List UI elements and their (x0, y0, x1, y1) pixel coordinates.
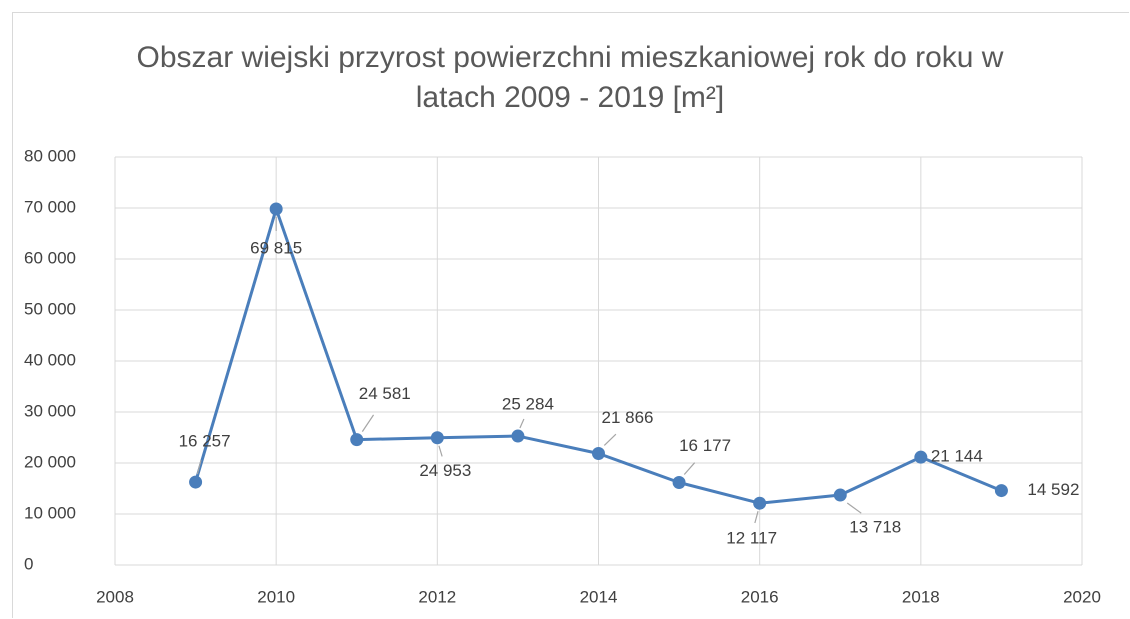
data-label: 21 144 (931, 447, 983, 466)
data-point (511, 429, 525, 443)
leader-line (519, 418, 525, 429)
y-tick-label: 50 000 (24, 299, 76, 318)
y-tick-label: 80 000 (24, 146, 76, 165)
y-tick-label: 40 000 (24, 350, 76, 369)
data-label: 12 117 (726, 529, 777, 548)
data-label: 13 718 (849, 518, 901, 537)
x-tick-label: 2010 (257, 587, 295, 606)
data-point (350, 433, 364, 447)
data-label: 16 177 (679, 436, 731, 455)
data-label: 16 257 (179, 432, 231, 451)
x-tick-label: 2008 (96, 587, 134, 606)
x-tick-label: 2014 (580, 587, 618, 606)
y-tick-label: 30 000 (24, 401, 76, 420)
data-point (753, 496, 767, 510)
y-tick-label: 70 000 (24, 197, 76, 216)
data-point (672, 475, 686, 489)
leader-line (438, 445, 443, 457)
y-tick-label: 10 000 (24, 503, 76, 522)
leader-line (683, 462, 696, 475)
x-tick-label: 2016 (741, 587, 779, 606)
y-tick-label: 0 (24, 554, 33, 573)
y-tick-label: 60 000 (24, 248, 76, 267)
x-tick-label: 2020 (1063, 587, 1101, 606)
data-label: 25 284 (502, 395, 554, 414)
data-point (994, 484, 1008, 498)
data-label: 69 815 (250, 238, 302, 257)
x-tick-label: 2012 (418, 587, 456, 606)
data-label: 24 581 (359, 384, 411, 403)
data-point (430, 431, 444, 445)
chart-title: Obszar wiejski przyrost powierzchni mies… (136, 41, 1004, 114)
chart-frame (12, 12, 1129, 618)
y-tick-label: 20 000 (24, 452, 76, 471)
x-tick-label: 2018 (902, 587, 940, 606)
data-label: 21 866 (602, 408, 654, 427)
data-point (592, 446, 605, 460)
data-point (833, 488, 847, 502)
leader-line (754, 511, 759, 524)
data-point (269, 202, 283, 216)
leader-line (603, 433, 617, 446)
leader-line (196, 459, 202, 475)
data-label: 14 592 (1027, 480, 1079, 499)
data-label: 24 953 (419, 461, 471, 480)
data-point (189, 475, 203, 489)
data-point (914, 450, 928, 464)
leader-line (361, 414, 375, 432)
leader-line (846, 502, 862, 514)
